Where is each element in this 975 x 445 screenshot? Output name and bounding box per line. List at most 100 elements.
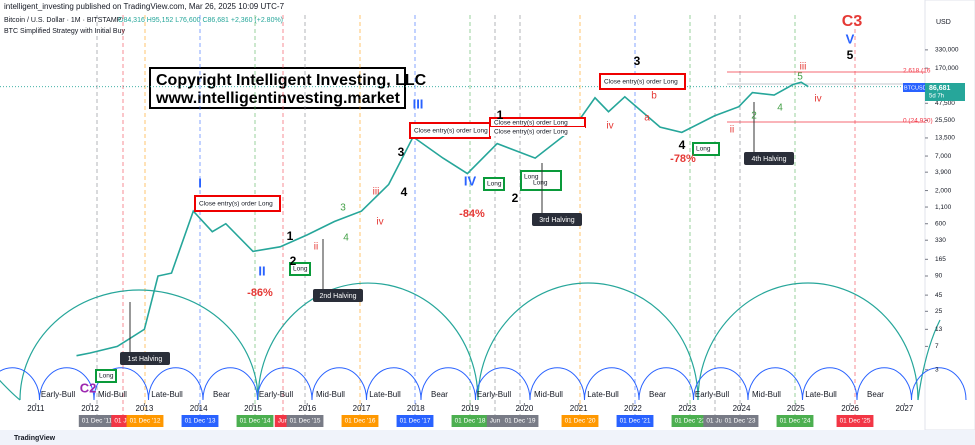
phase-label: Bear xyxy=(431,390,448,399)
wave-label: V xyxy=(846,31,855,46)
phase-arc xyxy=(911,367,967,401)
y-tick-label: 90 xyxy=(935,273,943,280)
phase-label: Mid-Bull xyxy=(752,390,781,399)
cycle-arc xyxy=(917,319,941,401)
copyright-box xyxy=(149,67,406,109)
order-label: Close entry(s) order Long xyxy=(199,201,273,208)
wave-label: 1 xyxy=(287,229,294,243)
y-tick-label: 330,000 xyxy=(935,47,959,54)
cycle-arc xyxy=(19,289,259,401)
phase-arc xyxy=(529,367,585,401)
cycle-date-label: 01 Dec '13 xyxy=(185,418,216,425)
wave-label: 4 xyxy=(343,233,349,244)
x-tick-label: 2018 xyxy=(407,404,425,413)
price-tag-value: 86,681 xyxy=(929,85,951,92)
phase-label: Mid-Bull xyxy=(316,390,345,399)
cycle-date-tag xyxy=(126,415,164,427)
x-tick-label: 2015 xyxy=(244,404,262,413)
phase-arc xyxy=(638,367,694,401)
x-tick-label: 2025 xyxy=(787,404,805,413)
wave-label: -86% xyxy=(247,287,273,299)
wave-label: 5 xyxy=(847,48,854,62)
halving-label: 4th Halving xyxy=(751,156,786,163)
cycle-date-tag xyxy=(78,415,116,427)
wave-label: -78% xyxy=(670,153,696,165)
cycle-date-tag xyxy=(776,415,814,427)
cycle-date-label: 01 Dec '12 xyxy=(130,418,161,425)
x-tick-label: 2016 xyxy=(298,404,316,413)
cycle-date-tag xyxy=(501,415,539,427)
cycle-date-tag xyxy=(703,415,727,427)
phase-arc xyxy=(747,367,803,401)
currency: USD xyxy=(936,19,951,26)
price-axis xyxy=(924,0,975,431)
y-tick-label: 2,000 xyxy=(935,187,952,194)
phase-label: Late-Bull xyxy=(369,390,401,399)
x-tick-label: 2014 xyxy=(190,404,208,413)
cycle-date-tag xyxy=(181,415,219,427)
halving-label: 1st Halving xyxy=(128,356,163,363)
long-box xyxy=(520,170,562,191)
cycle-date-tag xyxy=(396,415,434,427)
cycle-date-label: 01 Dec '14 xyxy=(240,418,271,425)
long-box xyxy=(95,369,117,383)
cycle-date-tag xyxy=(671,415,709,427)
long-box xyxy=(483,177,505,191)
order-box xyxy=(490,127,585,136)
phase-arc xyxy=(584,367,640,401)
wave-label: ii xyxy=(314,242,318,253)
cycle-date-label: 01 Dec '18 xyxy=(455,418,486,425)
halving-box xyxy=(313,289,363,302)
wave-label: III xyxy=(413,96,424,111)
cycle-date-label: 01 Dec '17 xyxy=(400,418,431,425)
symbol: Bitcoin / U.S. Dollar · 1M · BITSTAMP xyxy=(4,17,122,24)
wave-label: 2 xyxy=(512,191,519,205)
phase-label: Bear xyxy=(213,390,230,399)
wave-label: iv xyxy=(376,217,383,228)
price-tag-symbol: BTCUSD xyxy=(904,85,927,91)
strategy: BTC Simplified Strategy with Initial Buy xyxy=(4,28,125,35)
y-tick-label: 3 xyxy=(935,366,939,373)
copyright: Copyright Intelligent Investing, LLC xyxy=(156,72,427,89)
wave-label: IV xyxy=(464,173,477,188)
x-tick-label: 2017 xyxy=(353,404,371,413)
price-tag-box xyxy=(903,83,925,92)
phase-arc xyxy=(93,367,149,401)
phase-arc xyxy=(257,367,313,401)
cycle-date-tag xyxy=(451,415,489,427)
long-label: Long xyxy=(99,373,114,380)
long-box xyxy=(692,142,720,156)
x-tick-label: 2011 xyxy=(27,404,45,413)
halving-box xyxy=(120,352,170,365)
phase-label: Late-Bull xyxy=(805,390,837,399)
y-tick-label: 13,500 xyxy=(935,135,955,142)
footer-bar xyxy=(0,430,975,445)
cycle-arc xyxy=(257,282,479,401)
y-tick-label: 330 xyxy=(935,237,946,244)
wave-label: 4 xyxy=(401,185,408,199)
cycle-date-label: 01 Dec '21 xyxy=(620,418,651,425)
wave-label: 1 xyxy=(497,108,504,122)
wave-label: 5 xyxy=(797,72,803,83)
x-tick-label: 2019 xyxy=(461,404,479,413)
phase-arc xyxy=(0,367,40,401)
phase-arc xyxy=(420,367,476,401)
order-label: Close entry(s) order Long xyxy=(494,120,568,127)
price-line-series xyxy=(76,81,809,357)
phase-arc xyxy=(856,367,912,401)
wave-label: 2 xyxy=(290,254,297,268)
x-tick-label: 2021 xyxy=(570,404,588,413)
phase-label: Early-Bull xyxy=(695,390,729,399)
y-tick-label: 170,000 xyxy=(935,65,959,72)
phase-arc xyxy=(366,367,422,401)
wave-label: C2 xyxy=(80,380,97,395)
x-tick-label: 2027 xyxy=(895,404,913,413)
fib-label: 2.618 (16 xyxy=(903,68,931,75)
order-label: Close entry(s) order Long xyxy=(604,79,678,86)
wave-label: 2 xyxy=(751,111,757,122)
order-label: Close entry(s) order Long xyxy=(494,129,568,136)
phase-arc xyxy=(693,367,749,401)
order-box xyxy=(599,73,686,90)
